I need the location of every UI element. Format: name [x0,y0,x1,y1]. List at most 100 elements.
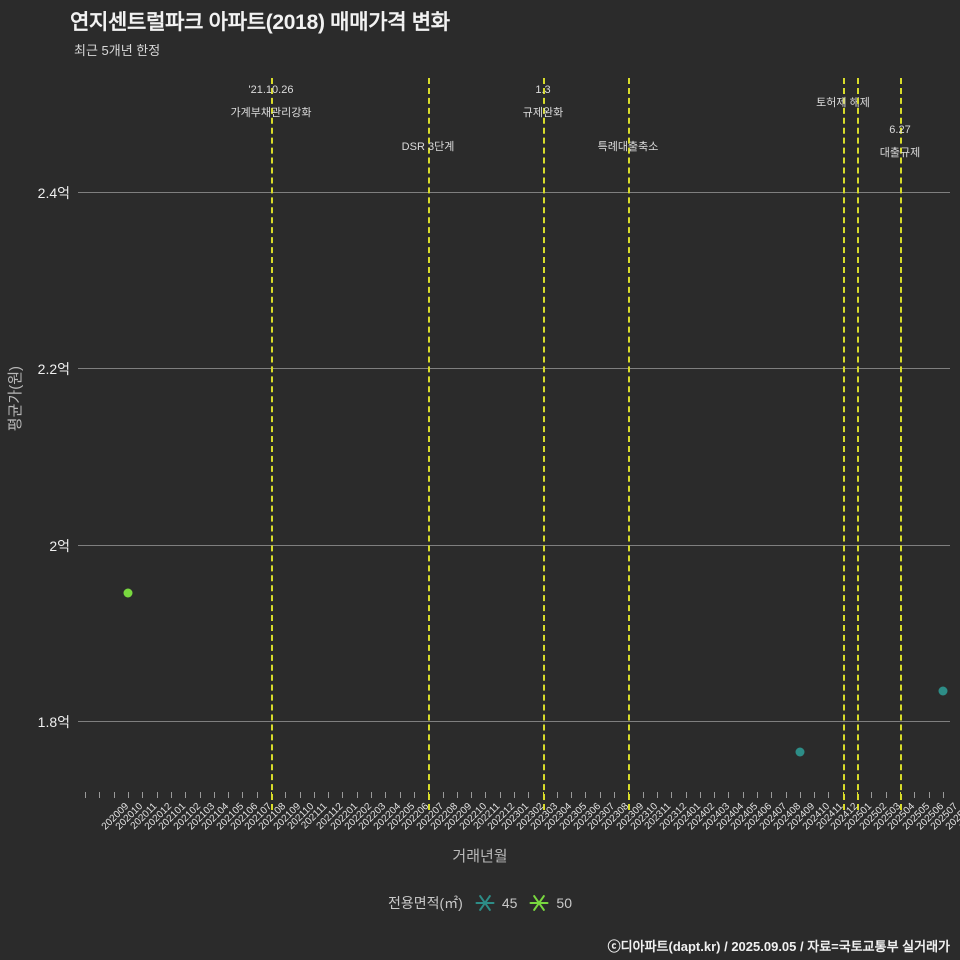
x-tick-mark [328,792,329,798]
x-tick-mark [728,792,729,798]
x-tick-mark [414,792,415,798]
x-tick-mark [886,792,887,798]
x-tick-mark [628,792,629,798]
chart-title: 연지센트럴파크 아파트(2018) 매매가격 변화 [70,11,450,34]
x-tick-mark [428,792,429,798]
x-tick-mark [114,792,115,798]
x-tick-mark [528,792,529,798]
event-label: 1.3 [535,84,551,96]
x-tick-mark [600,792,601,798]
x-tick-mark [443,792,444,798]
x-tick-mark [514,792,515,798]
asterisk-icon [529,894,549,912]
chart-subtitle: 최근 5개년 한정 [74,43,161,58]
gridline [78,192,950,193]
x-tick-mark [900,792,901,798]
x-tick-mark [814,792,815,798]
x-tick-mark [242,792,243,798]
event-label: 토허제 해제 [816,97,870,109]
x-tick-mark [943,792,944,798]
x-tick-mark [214,792,215,798]
event-label: 6.27 [889,124,911,136]
gridline [78,721,950,722]
event-line [543,78,545,810]
event-label: '21.10.26 [248,84,294,96]
footer-credit: ⓒ디아파트(dapt.kr) / 2025.09.05 / 자료=국토교통부 실… [607,939,950,954]
asterisk-icon [475,894,495,912]
x-tick-mark [128,792,129,798]
x-tick-mark [828,792,829,798]
y-tick-label: 2.2억 [37,361,70,378]
data-point[interactable] [795,747,805,757]
x-tick-mark [914,792,915,798]
legend-title: 전용면적(㎡) [387,895,463,911]
x-tick-mark [457,792,458,798]
x-tick-mark [185,792,186,798]
x-tick-mark [543,792,544,798]
x-tick-mark [643,792,644,798]
x-tick-mark [714,792,715,798]
x-tick-mark [843,792,844,798]
x-tick-mark [686,792,687,798]
x-tick-mark [285,792,286,798]
event-line [900,78,902,810]
legend-label-50: 50 [556,895,572,911]
event-line [843,78,845,810]
x-tick-mark [471,792,472,798]
x-tick-mark [857,792,858,798]
x-tick-mark [99,792,100,798]
x-tick-mark [671,792,672,798]
x-tick-mark [357,792,358,798]
x-axis-title: 거래년월 [452,848,508,865]
x-tick-mark [614,792,615,798]
x-tick-mark [485,792,486,798]
gridline [78,368,950,369]
x-tick-mark [585,792,586,798]
x-tick-mark [743,792,744,798]
x-tick-mark [142,792,143,798]
y-tick-label: 2억 [49,537,70,554]
x-tick-mark [371,792,372,798]
x-tick-mark [771,792,772,798]
x-tick-mark [757,792,758,798]
x-tick-mark [500,792,501,798]
x-tick-mark [400,792,401,798]
event-line [857,78,859,810]
event-line [628,78,630,810]
x-tick-mark [800,792,801,798]
event-label: 대출규제 [879,147,921,159]
x-tick-mark [314,792,315,798]
data-point[interactable] [123,588,133,598]
event-line [428,78,430,810]
data-point[interactable] [938,686,948,696]
gridline [78,545,950,546]
legend-item-45[interactable]: 45 [475,894,518,912]
x-tick-mark [342,792,343,798]
x-tick-mark [786,792,787,798]
event-line [271,78,273,810]
legend-label-45: 45 [501,895,518,911]
x-tick-mark [171,792,172,798]
x-tick-mark [157,792,158,798]
event-label: DSR 3단계 [401,141,455,153]
event-label: 특례대출축소 [597,141,659,153]
y-tick-label: 1.8억 [37,714,70,731]
x-tick-mark [557,792,558,798]
x-tick-mark [657,792,658,798]
x-tick-mark [257,792,258,798]
event-label: 규제완화 [522,107,564,119]
x-tick-mark [271,792,272,798]
y-tick-label: 2.4억 [37,184,70,201]
x-tick-mark [571,792,572,798]
legend-item-50[interactable]: 50 [529,894,572,912]
legend: 전용면적(㎡) 45 50 [0,893,960,913]
x-tick-mark [85,792,86,798]
x-tick-mark [228,792,229,798]
x-tick-mark [929,792,930,798]
x-tick-mark [871,792,872,798]
x-tick-mark [200,792,201,798]
x-tick-mark [385,792,386,798]
x-tick-mark [700,792,701,798]
x-tick-mark [300,792,301,798]
